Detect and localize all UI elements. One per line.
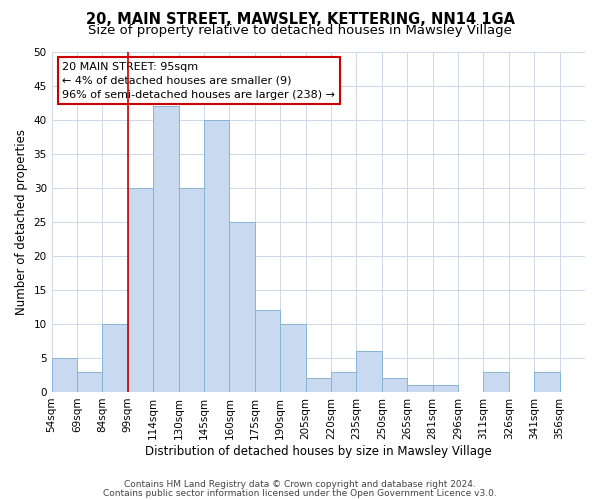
Bar xyxy=(255,310,280,392)
Text: Contains public sector information licensed under the Open Government Licence v3: Contains public sector information licen… xyxy=(103,488,497,498)
Text: 20, MAIN STREET, MAWSLEY, KETTERING, NN14 1GA: 20, MAIN STREET, MAWSLEY, KETTERING, NN1… xyxy=(86,12,515,28)
Bar xyxy=(484,372,509,392)
Bar xyxy=(356,351,382,392)
Text: Contains HM Land Registry data © Crown copyright and database right 2024.: Contains HM Land Registry data © Crown c… xyxy=(124,480,476,489)
Bar xyxy=(128,188,153,392)
Bar xyxy=(305,378,331,392)
Bar xyxy=(229,222,255,392)
Bar xyxy=(433,385,458,392)
Bar xyxy=(407,385,433,392)
Bar xyxy=(382,378,407,392)
Bar xyxy=(77,372,103,392)
X-axis label: Distribution of detached houses by size in Mawsley Village: Distribution of detached houses by size … xyxy=(145,444,492,458)
Bar xyxy=(179,188,204,392)
Bar xyxy=(280,324,305,392)
Bar xyxy=(103,324,128,392)
Bar xyxy=(153,106,179,392)
Bar xyxy=(52,358,77,392)
Text: 20 MAIN STREET: 95sqm
← 4% of detached houses are smaller (9)
96% of semi-detach: 20 MAIN STREET: 95sqm ← 4% of detached h… xyxy=(62,62,335,100)
Bar xyxy=(331,372,356,392)
Y-axis label: Number of detached properties: Number of detached properties xyxy=(15,128,28,314)
Text: Size of property relative to detached houses in Mawsley Village: Size of property relative to detached ho… xyxy=(88,24,512,37)
Bar xyxy=(204,120,229,392)
Bar xyxy=(534,372,560,392)
